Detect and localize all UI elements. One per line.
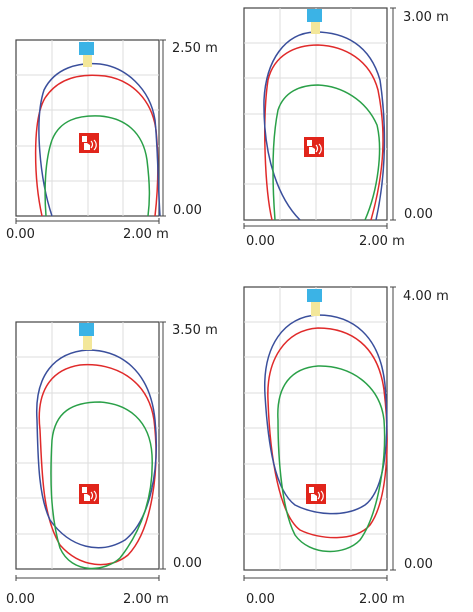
x-start-label: 0.00	[6, 592, 35, 607]
ceiling-lamp-icon	[79, 323, 94, 336]
panel-4: 4.00 m 0.00 0.00 2.00 m	[243, 286, 449, 607]
fire-alarm-call-point-icon	[304, 137, 324, 157]
contour-blue	[264, 314, 388, 515]
height-label: 3.00 m	[403, 10, 449, 25]
fire-alarm-call-point-icon	[79, 133, 99, 153]
contour-green	[272, 84, 381, 221]
fire-alarm-call-point-icon	[306, 484, 326, 504]
height-label: 3.50 m	[172, 323, 218, 338]
fire-alarm-call-point-icon	[79, 484, 99, 504]
beam	[83, 55, 92, 67]
ceiling-lamp-icon	[307, 9, 322, 22]
panel-3: 3.50 m 0.00 0.00 2.00 m	[6, 321, 218, 607]
x-end-label: 2.00 m	[123, 227, 169, 242]
ceiling-lamp-icon	[79, 42, 94, 55]
contour-blue	[36, 349, 157, 549]
x-end-label: 2.00 m	[123, 592, 169, 607]
beam	[311, 302, 320, 316]
height-label: 4.00 m	[403, 289, 449, 304]
zero-label: 0.00	[173, 203, 202, 218]
contour-blue	[38, 62, 161, 217]
x-end-label: 2.00 m	[359, 592, 405, 607]
beam	[83, 336, 92, 350]
panel-2: 3.00 m 0.00 0.00 2.00 m	[243, 7, 449, 249]
x-start-label: 0.00	[246, 592, 275, 607]
height-label: 2.50 m	[172, 41, 218, 56]
x-start-label: 0.00	[6, 227, 35, 242]
zero-label: 0.00	[173, 556, 202, 571]
x-end-label: 2.00 m	[359, 234, 405, 249]
contour-red	[267, 327, 388, 539]
zero-label: 0.00	[404, 557, 433, 572]
ceiling-lamp-icon	[307, 289, 322, 302]
contour-green	[277, 365, 386, 553]
panel-1: 2.50 m 0.00 0.00 2.00 m	[6, 39, 218, 242]
beam	[311, 22, 320, 34]
contour-green	[44, 115, 151, 217]
contour-red	[38, 363, 157, 566]
x-start-label: 0.00	[246, 234, 275, 249]
contour-green	[50, 401, 153, 570]
zero-label: 0.00	[404, 207, 433, 222]
